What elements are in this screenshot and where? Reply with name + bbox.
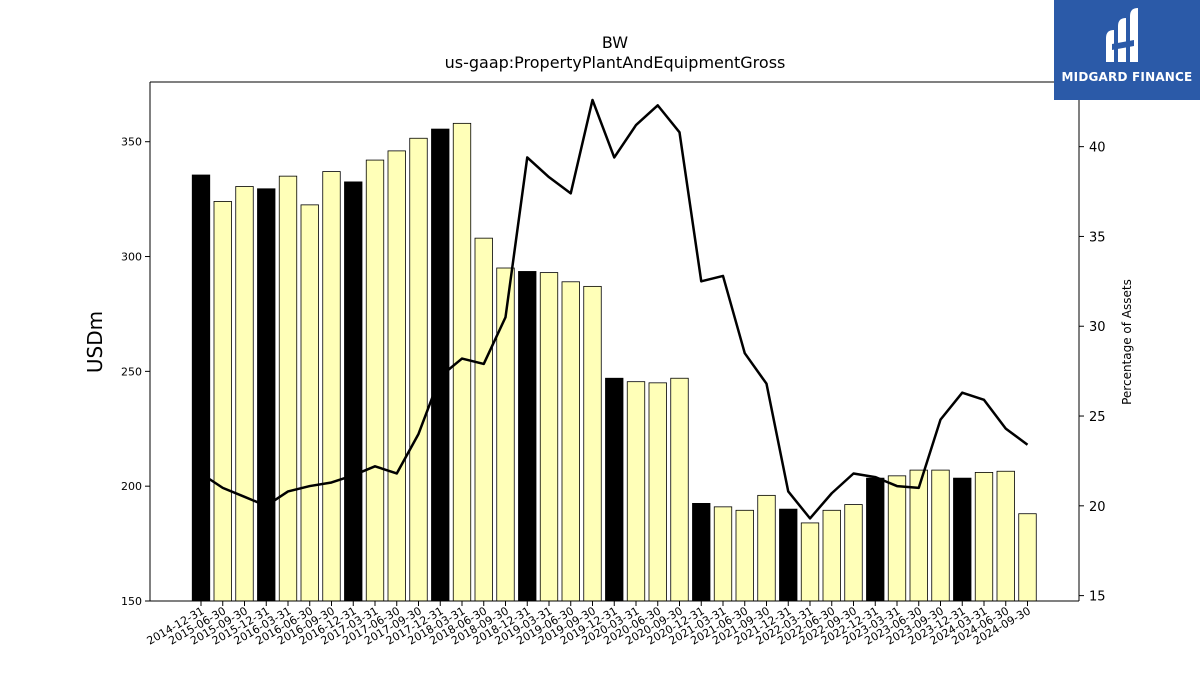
bar-2019-12-31 [605, 377, 624, 602]
bar-2016-06-30 [300, 204, 319, 602]
bar-2021-06-30 [735, 509, 754, 602]
bar-2020-06-30 [648, 382, 667, 602]
chart-title: BW [602, 33, 628, 52]
bar-2017-03-31 [365, 159, 385, 602]
bar-2022-06-30 [822, 509, 841, 602]
y2-tick-label: 25 [1089, 410, 1106, 425]
y-tick-label: 250 [121, 365, 142, 378]
percentage-line-series [200, 98, 1029, 520]
right-axis-ticks: 15 20 25 30 35 40 [1079, 141, 1106, 605]
bar-2022-12-31 [866, 477, 885, 602]
bar-2019-03-31 [539, 272, 559, 602]
bar-2019-09-30 [583, 285, 602, 602]
bar-2020-12-31 [692, 502, 711, 602]
bar-2022-09-30 [844, 504, 863, 602]
bar-2016-03-31 [278, 175, 298, 602]
logo-mark-icon [1106, 8, 1138, 62]
midgard-finance-logo: MIDGARD FINANCE [1054, 0, 1200, 100]
bar-2017-12-31 [431, 128, 450, 602]
y-tick-label: 300 [121, 251, 142, 264]
bar-2024-06-30 [996, 470, 1015, 602]
y-tick-label: 150 [121, 595, 142, 608]
bar-2023-09-30 [931, 469, 950, 602]
left-axis-ticks: 150 200 250 300 350 [121, 136, 150, 608]
bar-2021-09-30 [757, 494, 776, 602]
bar-2024-03-31 [974, 471, 994, 602]
x-axis-ticks: 2014-12-312015-06-302015-09-302015-12-31… [145, 601, 1033, 648]
bar-series [191, 122, 1037, 602]
bar-2023-06-30 [909, 469, 928, 602]
bar-2019-06-30 [561, 281, 580, 602]
bar-2023-12-31 [953, 477, 972, 602]
bar-2021-03-31 [713, 506, 733, 602]
y2-tick-label: 20 [1089, 500, 1106, 515]
bar-2021-12-31 [779, 508, 798, 602]
left-axis-label: USDm [83, 311, 107, 373]
bar-2015-09-30 [235, 186, 254, 602]
bar-2018-12-31 [518, 271, 537, 602]
y-tick-label: 350 [121, 136, 142, 149]
percentage-of-assets-line [200, 98, 1029, 520]
bar-2015-12-31 [257, 188, 276, 602]
logo-text: MIDGARD FINANCE [1061, 70, 1193, 84]
bar-2014-12-31 [191, 174, 211, 602]
right-axis-label: Percentage of Assets [1120, 279, 1134, 405]
bar-2020-09-30 [670, 377, 689, 602]
y2-tick-label: 15 [1089, 590, 1106, 605]
bar-2018-06-30 [474, 237, 493, 602]
y2-tick-label: 35 [1089, 230, 1106, 245]
bar-2015-06-30 [213, 201, 232, 602]
bar-2022-03-31 [800, 522, 820, 602]
y2-tick-label: 40 [1089, 141, 1106, 156]
y-tick-label: 200 [121, 480, 142, 493]
bar-2023-03-31 [887, 475, 907, 602]
bar-2016-09-30 [322, 171, 341, 602]
bar-2017-09-30 [409, 137, 428, 602]
bar-2017-06-30 [387, 150, 406, 602]
bar-2024-09-30 [1018, 513, 1037, 602]
bar-2016-12-31 [344, 181, 363, 602]
y2-tick-label: 30 [1089, 320, 1106, 335]
bar-2020-03-31 [626, 381, 646, 602]
chart-subtitle: us-gaap:PropertyPlantAndEquipmentGross [445, 53, 786, 72]
